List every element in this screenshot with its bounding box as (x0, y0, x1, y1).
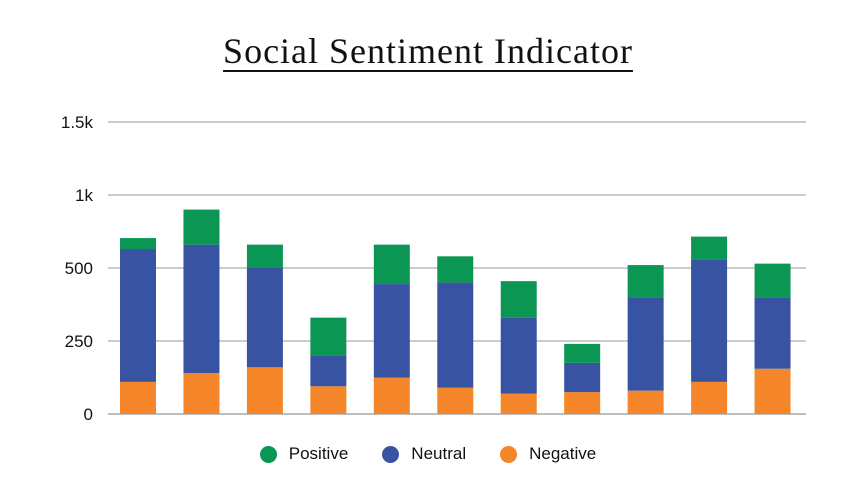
y-tick-label: 1k (75, 186, 93, 205)
bar-segment-negative (500, 393, 537, 414)
bar-segment-neutral (183, 244, 220, 374)
legend-label: Neutral (411, 444, 467, 463)
bar-segment-neutral (691, 259, 728, 382)
legend-swatch (500, 445, 518, 463)
bar-segment-negative (310, 386, 347, 414)
bar-segment-neutral (310, 355, 347, 387)
bar-segment-negative (691, 381, 728, 414)
bar-segment-negative (373, 377, 410, 414)
bar-segment-neutral (564, 362, 601, 393)
y-tick-label: 500 (65, 259, 93, 278)
legend-swatch (382, 445, 400, 463)
bar-segment-negative (564, 392, 601, 414)
bar-segment-neutral (754, 297, 791, 369)
legend-item-neutral: Neutral (382, 444, 466, 464)
bar-segment-negative (627, 390, 664, 414)
bar-segment-negative (437, 387, 474, 414)
bar-segment-positive (373, 244, 410, 285)
legend: Positive Neutral Negative (0, 444, 856, 464)
legend-label: Negative (529, 444, 597, 463)
legend-label: Positive (288, 444, 349, 463)
chart-title: Social Sentiment Indicator (0, 30, 856, 72)
bar-segment-neutral (120, 249, 156, 382)
bar-segment-positive (246, 244, 283, 268)
legend-item-positive: Positive (259, 444, 349, 464)
bar-segment-negative (120, 381, 156, 414)
bar-segment-positive (627, 265, 664, 298)
bar-segment-neutral (500, 317, 537, 394)
bar-segment-neutral (437, 282, 474, 388)
bar-segment-neutral (627, 297, 664, 391)
legend-item-negative: Negative (500, 444, 596, 464)
bar-segment-positive (120, 238, 156, 250)
bar-segment-negative (754, 368, 791, 414)
bar-segment-positive (500, 281, 537, 318)
bars (120, 209, 791, 414)
bar-segment-positive (691, 236, 728, 260)
legend-swatch (259, 445, 277, 463)
stacked-bar-chart: 0 250 500 1k 1.5k (61, 113, 806, 424)
y-axis-ticks: 0 250 500 1k 1.5k (61, 113, 94, 424)
y-tick-label: 1.5k (61, 113, 94, 132)
bar-segment-negative (183, 373, 220, 414)
bar-segment-negative (246, 367, 283, 414)
bar-segment-positive (310, 317, 347, 356)
bar-segment-positive (754, 263, 791, 298)
chart-title-text: Social Sentiment Indicator (223, 31, 633, 71)
y-tick-label: 0 (84, 405, 93, 424)
bar-segment-positive (564, 343, 601, 363)
bar-segment-neutral (246, 268, 283, 368)
bar-segment-positive (183, 209, 220, 245)
y-tick-label: 250 (65, 332, 93, 351)
bar-segment-neutral (373, 284, 410, 378)
bar-segment-positive (437, 256, 474, 283)
